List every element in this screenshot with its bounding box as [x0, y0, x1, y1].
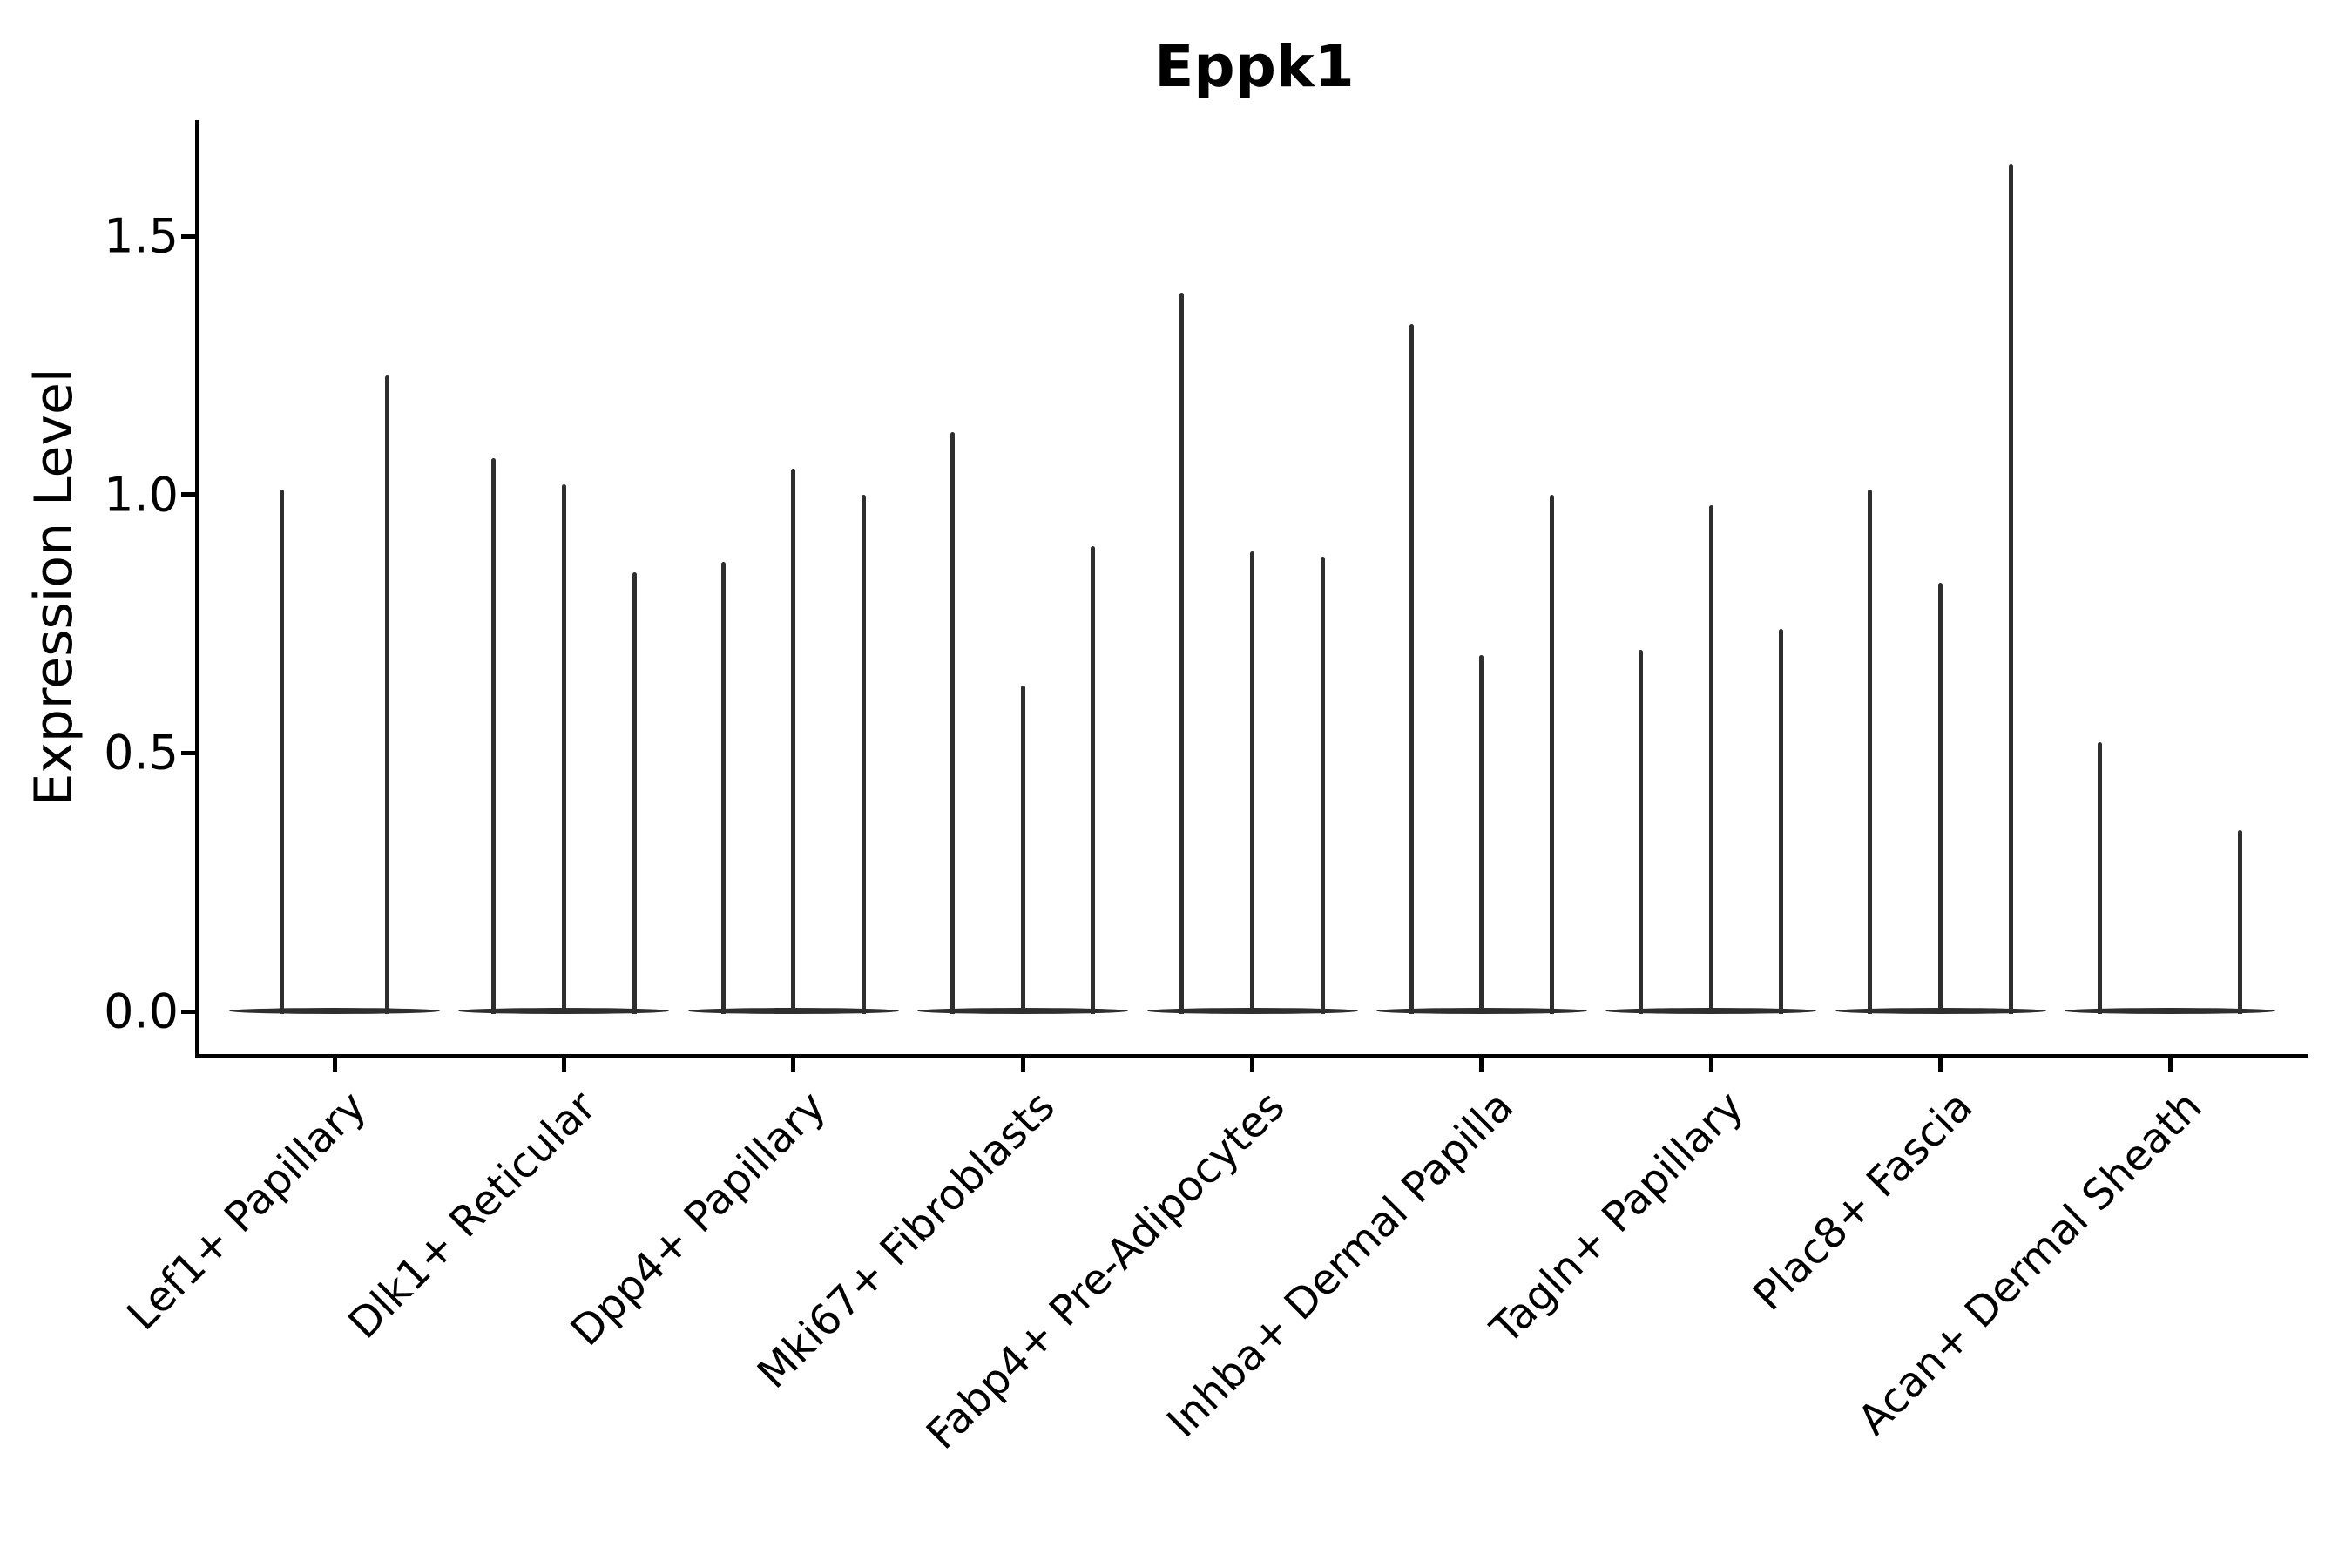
violin-spike: [1409, 323, 1414, 1014]
violin-spike: [950, 432, 955, 1014]
plot-title: Eppk1: [1154, 33, 1355, 100]
x-tick-mark: [2167, 1058, 2173, 1072]
violin-spike: [1250, 551, 1254, 1014]
violin-spike: [1639, 649, 1644, 1014]
y-tick-label: 1.5: [104, 208, 179, 264]
violin-spike: [720, 561, 726, 1014]
x-tick-label: Dpp4+ Papillary: [561, 1082, 835, 1356]
violin-spike: [1868, 489, 1873, 1014]
x-tick-mark: [1250, 1058, 1254, 1072]
violin-spike: [280, 489, 284, 1014]
y-tick-mark: [181, 750, 195, 755]
violin-spike: [632, 571, 637, 1014]
x-tick-mark: [1938, 1058, 1943, 1072]
x-tick-mark: [791, 1058, 796, 1072]
x-tick-label: Lef1+ Papillary: [118, 1082, 376, 1340]
x-tick-mark: [1479, 1058, 1484, 1072]
violin-spike: [1320, 556, 1325, 1014]
violin-base: [2065, 1007, 2275, 1014]
y-tick-label: 1.0: [104, 467, 179, 523]
violin-spike: [1020, 686, 1025, 1014]
violin-spike: [2008, 163, 2013, 1014]
y-axis-spine: [195, 120, 199, 1058]
violin-base: [229, 1007, 440, 1014]
violin-spike: [1179, 293, 1185, 1014]
x-axis-spine: [195, 1054, 2308, 1058]
violin-spike: [1479, 654, 1484, 1014]
y-tick-mark: [181, 233, 195, 239]
y-tick-mark: [181, 1009, 195, 1014]
violin-spike: [1091, 546, 1096, 1014]
x-tick-label: Tagln+ Papillary: [1481, 1082, 1753, 1354]
violin-spike: [1779, 628, 1784, 1014]
x-tick-mark: [561, 1058, 566, 1072]
violin-spike: [385, 375, 389, 1014]
x-tick-mark: [1708, 1058, 1713, 1072]
x-tick-mark: [332, 1058, 337, 1072]
x-tick-label: Dlk1+ Reticular: [339, 1082, 605, 1348]
violin-spike: [1708, 504, 1713, 1014]
violin-spike: [1550, 494, 1555, 1014]
x-tick-mark: [1020, 1058, 1025, 1072]
violin-spike: [791, 469, 796, 1014]
y-tick-mark: [181, 492, 195, 497]
violin-spike: [2238, 830, 2243, 1014]
y-tick-label: 0.0: [104, 983, 179, 1039]
violin-spike: [491, 458, 497, 1014]
violin-spike: [861, 494, 866, 1014]
violin-spike: [2097, 742, 2102, 1014]
violin-spike: [1938, 582, 1943, 1014]
x-tick-label: Plac8+ Fascia: [1743, 1082, 1983, 1321]
violin-spike: [561, 483, 566, 1014]
y-tick-label: 0.5: [104, 725, 179, 781]
